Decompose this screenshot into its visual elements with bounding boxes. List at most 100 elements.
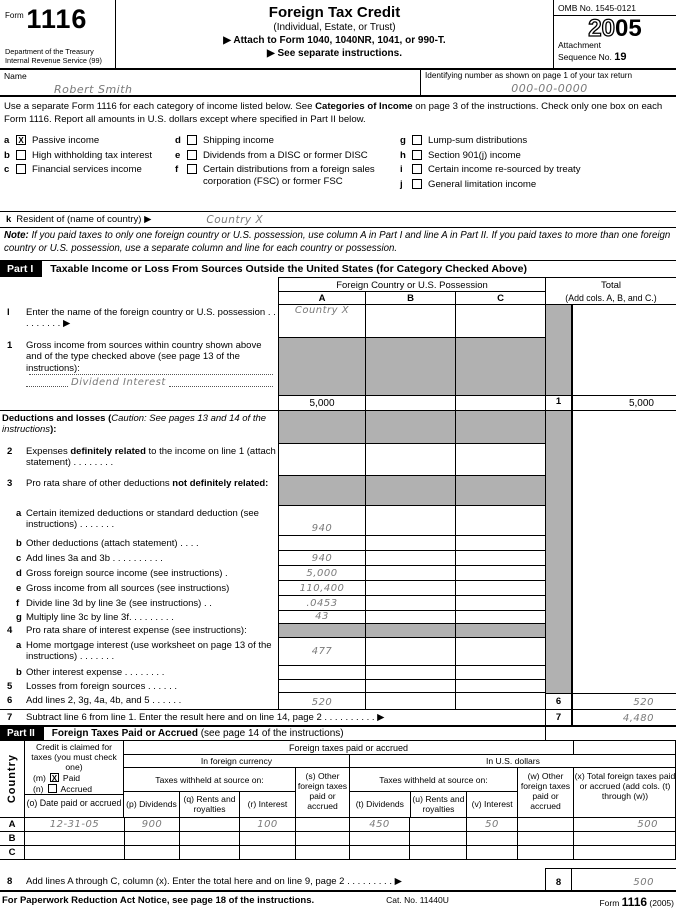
- total-subheader: (Add cols. A, B, and C.): [545, 292, 676, 305]
- line8-total[interactable]: 500: [572, 868, 676, 890]
- row-b-dividends-fc[interactable]: [124, 832, 179, 845]
- row-a-dividends-fc[interactable]: 900: [124, 818, 179, 831]
- line2-value-a[interactable]: [278, 444, 365, 476]
- line3d-value-a[interactable]: 5,000: [306, 568, 338, 579]
- line3f-value-a[interactable]: .0453: [306, 598, 338, 609]
- row-c-dividends-usd[interactable]: [349, 846, 409, 859]
- row-b-other-fc[interactable]: [295, 832, 349, 845]
- identifying-number-field[interactable]: 000-00-0000: [511, 82, 588, 95]
- column-b-header: B: [365, 292, 455, 305]
- row-a-interest-fc[interactable]: 100: [239, 818, 295, 831]
- row-c-total[interactable]: [573, 846, 676, 859]
- income-type-field[interactable]: Dividend Interest: [71, 377, 166, 389]
- row-a-other-fc[interactable]: [295, 818, 349, 831]
- row-c-interest-fc[interactable]: [239, 846, 295, 859]
- checkbox-lump-sum[interactable]: [412, 135, 422, 145]
- foreign-taxes-banner: Foreign taxes paid or accrued: [124, 741, 573, 755]
- checkbox-accrued[interactable]: [47, 784, 57, 793]
- line3d-value-b[interactable]: [365, 566, 455, 581]
- line5-value-b[interactable]: [365, 680, 455, 693]
- row-c-other-usd[interactable]: [517, 846, 573, 859]
- checkbox-financial-services[interactable]: [16, 164, 26, 174]
- category-column-2: d Shipping income e Dividends from a DIS…: [175, 135, 395, 190]
- checkbox-resourced-treaty[interactable]: [412, 164, 422, 174]
- line3e-value-c[interactable]: [455, 581, 545, 596]
- line3d-value-c[interactable]: [455, 566, 545, 581]
- line2-value-c[interactable]: [455, 444, 545, 476]
- line4b-value-a[interactable]: [278, 666, 365, 680]
- row-b-interest-fc[interactable]: [239, 832, 295, 845]
- line4a-value-b[interactable]: [365, 638, 455, 666]
- resident-country-field[interactable]: Country X: [206, 213, 264, 226]
- line4a-value-c[interactable]: [455, 638, 545, 666]
- row-a-date[interactable]: 12-31-05: [24, 818, 124, 831]
- row-b-rents-fc[interactable]: [179, 832, 239, 845]
- row-c-rents-usd[interactable]: [409, 846, 466, 859]
- line5-value-c[interactable]: [455, 680, 545, 693]
- row-a-total[interactable]: 500: [573, 818, 676, 831]
- row-b-rents-usd[interactable]: [409, 832, 466, 845]
- row-c-interest-usd[interactable]: [466, 846, 517, 859]
- line3g-value-b[interactable]: [365, 611, 455, 624]
- line1-total[interactable]: 5,000: [628, 398, 654, 409]
- line3a-value-a[interactable]: 940: [311, 523, 333, 534]
- category-a-letter: a: [4, 135, 10, 146]
- row-b-interest-usd[interactable]: [466, 832, 517, 845]
- line7-total[interactable]: 4,480: [622, 713, 654, 724]
- row-c-dividends-fc[interactable]: [124, 846, 179, 859]
- line1-value-a[interactable]: 5,000: [309, 398, 335, 409]
- line-k-label: Resident of (name of country) ▶: [16, 214, 152, 225]
- name-field[interactable]: Robert Smith: [54, 83, 133, 96]
- row-b-dividends-usd[interactable]: [349, 832, 409, 845]
- category-d-letter: d: [175, 135, 181, 146]
- row-a-interest-usd[interactable]: 50: [466, 818, 517, 831]
- line3c-value-c[interactable]: [455, 551, 545, 566]
- country-name-c-field[interactable]: [455, 305, 545, 338]
- line3g-value-a[interactable]: 43: [315, 611, 329, 622]
- line6-value-a[interactable]: 520: [311, 697, 333, 708]
- line4b-value-c[interactable]: [455, 666, 545, 680]
- line3b-value-c[interactable]: [455, 536, 545, 551]
- line6-total[interactable]: 520: [633, 697, 654, 708]
- line4a-value-a[interactable]: 477: [311, 645, 333, 657]
- line6-value-b[interactable]: [365, 693, 455, 709]
- row-b-other-usd[interactable]: [517, 832, 573, 845]
- checkbox-disc-dividends[interactable]: [187, 149, 197, 160]
- line3c-value-b[interactable]: [365, 551, 455, 566]
- line5-value-a[interactable]: [278, 680, 365, 693]
- line3c-value-a[interactable]: 940: [311, 553, 333, 564]
- line3f-value-c[interactable]: [455, 596, 545, 611]
- line3f-value-b[interactable]: [365, 596, 455, 611]
- line3e-value-b[interactable]: [365, 581, 455, 596]
- checkbox-fsc-distributions[interactable]: [187, 164, 197, 174]
- line2-value-b[interactable]: [365, 444, 455, 476]
- line3b-value-a[interactable]: [279, 536, 365, 550]
- checkbox-high-withholding[interactable]: [16, 149, 26, 160]
- row-a-dividends-usd[interactable]: 450: [349, 818, 409, 831]
- checkbox-general-limitation[interactable]: [412, 178, 422, 189]
- checkbox-shipping-income[interactable]: [187, 135, 197, 145]
- row-c-rents-fc[interactable]: [179, 846, 239, 859]
- line1-value-c[interactable]: [456, 396, 545, 410]
- line4b-value-b[interactable]: [365, 666, 455, 680]
- row-c-other-fc[interactable]: [295, 846, 349, 859]
- checkbox-passive-income[interactable]: X: [16, 135, 26, 145]
- line1-value-b[interactable]: [366, 396, 455, 410]
- row-a-rents-fc[interactable]: [179, 818, 239, 831]
- line3e-value-a[interactable]: 110,400: [299, 583, 345, 594]
- country-name-b-field[interactable]: [365, 305, 455, 338]
- row-b-date[interactable]: [24, 832, 124, 845]
- line6-value-c[interactable]: [455, 693, 545, 709]
- line3a-value-b[interactable]: [365, 506, 455, 536]
- line3a-value-c[interactable]: [455, 506, 545, 536]
- attachment-label: Attachment: [558, 40, 601, 50]
- checkbox-paid[interactable]: X: [49, 773, 59, 783]
- country-name-a-field[interactable]: Country X: [294, 305, 350, 316]
- row-a-other-usd[interactable]: [517, 818, 573, 831]
- checkbox-section-901j[interactable]: [412, 149, 422, 160]
- line3b-value-b[interactable]: [365, 536, 455, 551]
- line3g-value-c[interactable]: [455, 611, 545, 624]
- row-b-total[interactable]: [573, 832, 676, 845]
- row-a-rents-usd[interactable]: [409, 818, 466, 831]
- row-c-date[interactable]: [24, 846, 124, 859]
